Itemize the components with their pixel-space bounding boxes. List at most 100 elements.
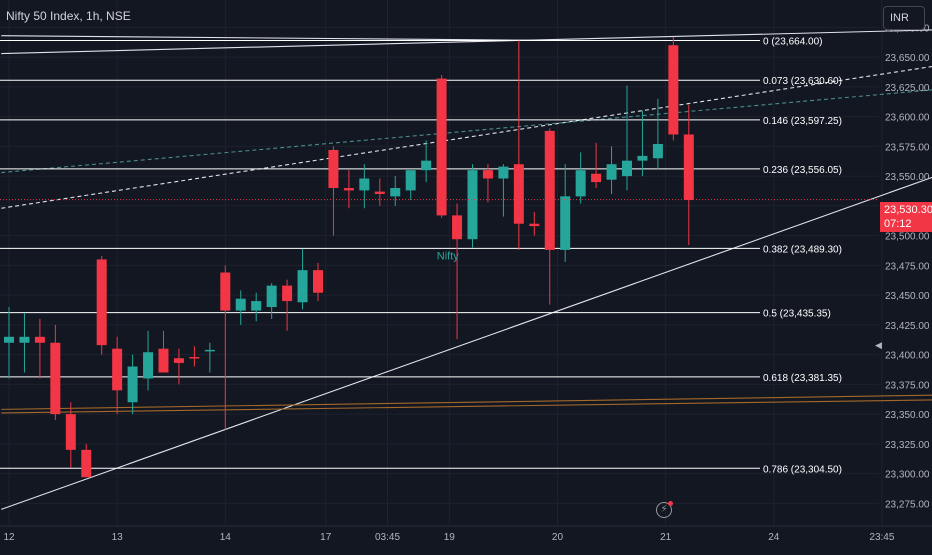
candle[interactable] <box>606 146 617 194</box>
candle-body <box>374 191 385 194</box>
fibonacci-retracement[interactable]: 0 (23,664.00) 0.073 (23,630.60) 0.146 (23,… <box>0 36 842 475</box>
candle[interactable] <box>65 402 76 468</box>
candle-body <box>96 259 107 346</box>
candle[interactable] <box>436 74 447 218</box>
y-tick-label: 23,600.00 <box>885 113 930 124</box>
x-tick-label: 03:45 <box>375 532 400 543</box>
candle-body <box>560 196 571 250</box>
candle[interactable] <box>405 170 416 200</box>
candle-body <box>266 285 277 308</box>
candle-body <box>297 270 308 303</box>
x-tick-label: 24 <box>768 532 780 543</box>
candle[interactable] <box>652 98 663 169</box>
candle[interactable] <box>235 290 246 325</box>
candle[interactable] <box>529 211 540 236</box>
x-tick-label: 14 <box>220 532 232 543</box>
candle[interactable] <box>374 178 385 206</box>
candle[interactable] <box>637 110 648 177</box>
candle-body <box>467 170 478 240</box>
candle[interactable] <box>575 152 586 204</box>
candle[interactable] <box>591 142 602 189</box>
candle-body <box>498 166 509 179</box>
chevron-left-icon[interactable]: ◀ <box>875 340 882 350</box>
fib-level-label: 0.146 (23,597.25) <box>763 116 842 127</box>
candle[interactable] <box>173 348 184 385</box>
candle[interactable] <box>34 318 45 379</box>
x-tick-label: 19 <box>444 532 456 543</box>
candle[interactable] <box>251 292 262 322</box>
candle[interactable] <box>452 203 463 340</box>
trendline <box>1 89 932 174</box>
candle[interactable] <box>421 140 432 183</box>
current-price-tag: 23,530.30 07:12 <box>880 202 932 232</box>
candle-body <box>235 298 246 311</box>
candle[interactable] <box>19 312 30 373</box>
candles[interactable] <box>4 36 694 478</box>
candle[interactable] <box>359 164 370 209</box>
candle[interactable] <box>189 346 200 367</box>
candle[interactable] <box>622 85 632 191</box>
candle[interactable] <box>343 170 354 209</box>
candle[interactable] <box>96 255 107 355</box>
candle-body <box>482 170 493 179</box>
candle-body <box>343 188 354 191</box>
candle[interactable] <box>328 146 339 236</box>
candle-body <box>436 78 447 216</box>
y-tick-label: 23,300.00 <box>885 470 930 481</box>
candle-body <box>668 45 679 135</box>
candle-body <box>452 215 463 240</box>
y-tick-label: 23,400.00 <box>885 351 930 362</box>
trendlines <box>1 29 932 510</box>
candle[interactable] <box>50 324 61 421</box>
candle-body <box>143 352 154 379</box>
candle-body <box>127 366 138 403</box>
y-tick-label: 23,550.00 <box>885 172 930 183</box>
candle-body <box>606 164 617 180</box>
candle[interactable] <box>467 164 478 248</box>
candle[interactable] <box>482 164 493 203</box>
candle[interactable] <box>158 330 169 373</box>
candle[interactable] <box>544 128 555 305</box>
candle[interactable] <box>112 336 123 415</box>
candle[interactable] <box>220 265 231 430</box>
candle[interactable] <box>390 176 401 206</box>
candle[interactable] <box>683 104 694 246</box>
candle[interactable] <box>313 263 323 302</box>
candle-body <box>251 301 262 311</box>
x-tick-label: 12 <box>3 532 15 543</box>
candle[interactable] <box>560 164 571 262</box>
candle[interactable] <box>143 330 154 391</box>
time-axis[interactable]: 12 13 14 17 03:45 19 20 21 24 23:45 <box>0 525 932 543</box>
y-tick-label: 23,325.00 <box>885 440 930 451</box>
y-tick-label: 23,650.00 <box>885 53 930 64</box>
fib-level-label: 0 (23,664.00) <box>763 36 823 47</box>
candle-body <box>328 149 339 189</box>
fib-level-label: 0.618 (23,381.35) <box>763 373 842 384</box>
candle[interactable] <box>282 279 293 331</box>
trendline <box>1 176 932 510</box>
candle-body <box>652 143 663 159</box>
fib-level-label: 0.236 (23,556.05) <box>763 165 842 176</box>
candle[interactable] <box>127 354 138 415</box>
candle[interactable] <box>204 342 215 373</box>
candle[interactable] <box>498 164 509 217</box>
candle[interactable] <box>297 248 308 310</box>
trendline <box>1 29 932 55</box>
candle-body <box>282 285 293 302</box>
candle[interactable] <box>513 40 524 250</box>
fib-level-label: 0.786 (23,304.50) <box>763 464 842 475</box>
price-axis[interactable]: 23,675.0023,650.0023,625.0023,600.0023,5… <box>885 23 930 510</box>
candle[interactable] <box>81 443 92 478</box>
lightning-icon[interactable]: ⚡ <box>656 502 672 518</box>
candle[interactable] <box>668 36 679 141</box>
candle-body <box>4 336 14 343</box>
x-tick-label: 13 <box>112 532 124 543</box>
y-tick-label: 23,500.00 <box>885 232 930 243</box>
candle[interactable] <box>266 283 277 319</box>
candle[interactable] <box>4 307 14 379</box>
x-tick-label: 17 <box>320 532 332 543</box>
currency-button[interactable]: INR <box>883 6 925 30</box>
candle-body <box>359 178 370 191</box>
